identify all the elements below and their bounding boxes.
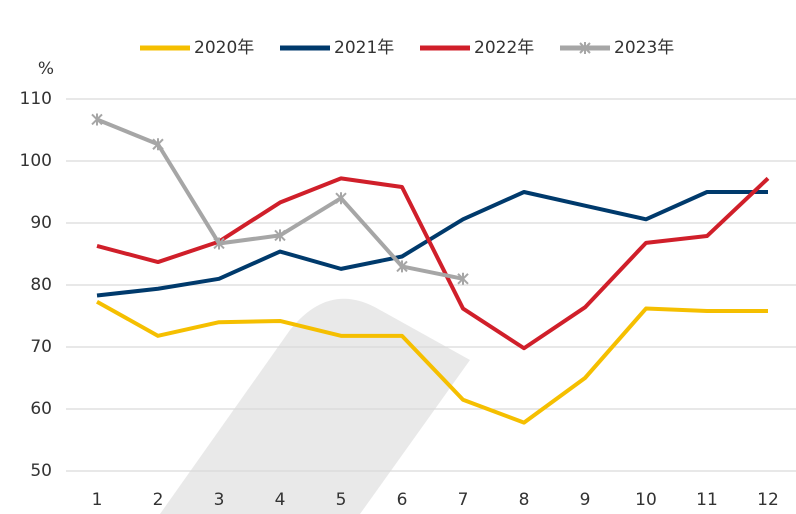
y-tick-label: 50 xyxy=(30,461,52,481)
x-tick-label: 5 xyxy=(336,490,347,510)
point-marker xyxy=(396,260,408,273)
point-marker xyxy=(274,229,286,242)
point-marker xyxy=(152,138,164,151)
x-tick-label: 12 xyxy=(757,490,779,510)
y-tick-label: 80 xyxy=(30,275,52,295)
x-tick-label: 7 xyxy=(458,490,469,510)
x-tick-label: 3 xyxy=(214,490,225,510)
x-tick-label: 10 xyxy=(635,490,657,510)
y-axis-label: % xyxy=(38,59,54,79)
point-marker xyxy=(457,272,469,285)
x-tick-label: 4 xyxy=(275,490,286,510)
x-tick-label: 1 xyxy=(92,490,103,510)
x-tick-label: 8 xyxy=(519,490,530,510)
x-tick-label: 2 xyxy=(153,490,164,510)
legend-label: 2022年 xyxy=(474,38,534,58)
series-line xyxy=(96,176,770,351)
series-line xyxy=(96,299,768,425)
point-marker xyxy=(213,237,225,250)
legend-label: 2023年 xyxy=(614,38,674,58)
legend-label: 2020年 xyxy=(194,38,254,58)
y-tick-label: 110 xyxy=(20,89,52,109)
x-tick-label: 9 xyxy=(580,490,591,510)
y-tick-label: 90 xyxy=(30,213,52,233)
point-marker xyxy=(335,192,347,205)
y-tick-label: 60 xyxy=(30,399,52,419)
y-tick-label: 70 xyxy=(30,337,52,357)
legend-marker xyxy=(579,42,591,54)
y-tick-label: 100 xyxy=(20,151,52,171)
x-tick-label: 11 xyxy=(696,490,718,510)
point-marker xyxy=(91,113,103,126)
legend-label: 2021年 xyxy=(334,38,394,58)
x-tick-label: 6 xyxy=(397,490,408,510)
watermark xyxy=(160,298,470,514)
series-line xyxy=(96,190,768,298)
